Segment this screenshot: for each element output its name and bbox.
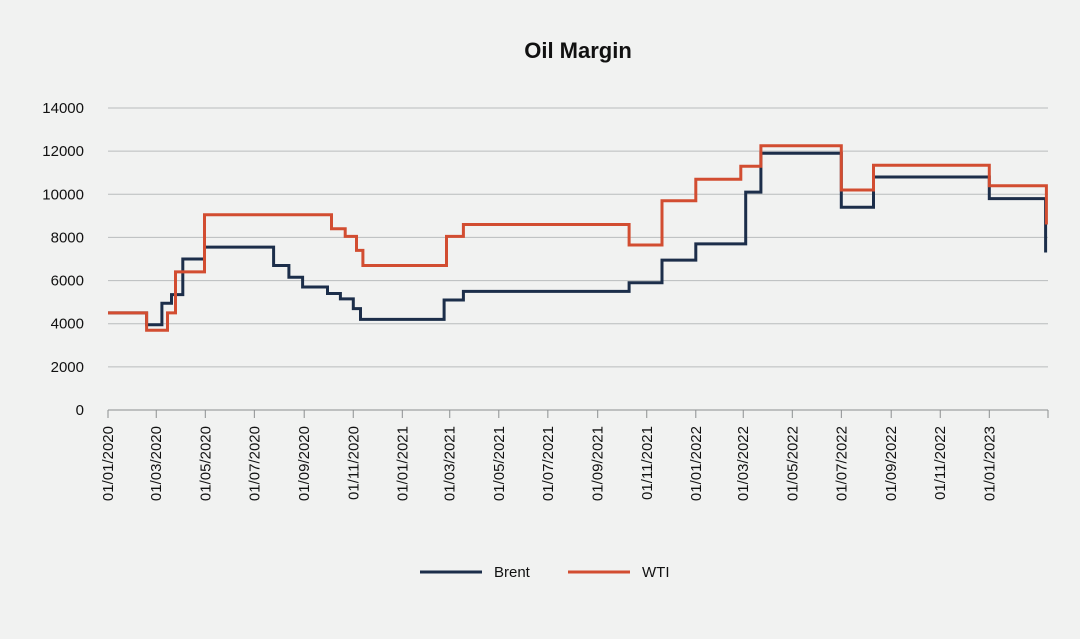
gridlines [108, 107, 1048, 411]
y-tick-label: 12000 [42, 143, 84, 160]
x-tick-label: 01/03/2022 [735, 426, 752, 501]
y-tick-label: 14000 [42, 100, 84, 117]
legend: Brent WTI [420, 564, 670, 581]
x-tick-label: 01/03/2020 [148, 426, 165, 501]
x-tick-label: 01/11/2022 [932, 426, 949, 500]
y-tick-label: 4000 [51, 316, 84, 333]
x-tick-label: 01/01/2023 [981, 426, 998, 501]
x-tick-label: 01/01/2022 [688, 426, 705, 501]
legend-label: Brent [494, 564, 531, 581]
x-tick-label: 01/11/2021 [639, 426, 656, 500]
x-tick-label: 01/09/2020 [296, 426, 313, 501]
x-tick-label: 01/09/2021 [590, 426, 607, 501]
x-tick-label: 01/11/2020 [345, 426, 362, 500]
y-tick-label: 2000 [51, 359, 84, 376]
series-lines [108, 144, 1048, 332]
series-line-wti [108, 144, 1048, 332]
y-tick-label: 10000 [42, 186, 84, 203]
series-line-brent [108, 151, 1048, 327]
x-tick-label: 01/07/2022 [833, 426, 850, 501]
y-tick-label: 8000 [51, 229, 84, 246]
x-tick-label: 01/07/2021 [540, 426, 557, 501]
x-tick-label: 01/01/2021 [394, 426, 411, 501]
x-tick-label: 01/07/2020 [246, 426, 263, 501]
x-tick-label: 01/03/2021 [442, 426, 459, 501]
chart-title: Oil Margin [524, 38, 632, 63]
x-tick-label: 01/05/2021 [491, 426, 508, 501]
x-tick-label: 01/09/2022 [883, 426, 900, 501]
legend-label: WTI [642, 564, 670, 581]
y-tick-label: 0 [76, 402, 84, 419]
y-tick-label: 6000 [51, 273, 84, 290]
x-tick-label: 01/05/2020 [197, 426, 214, 501]
x-tick-label: 01/05/2022 [784, 426, 801, 501]
x-axis-ticks: 01/01/2020 01/03/2020 01/05/2020 01/07/2020… [100, 410, 1049, 501]
x-tick-label: 01/01/2020 [100, 426, 117, 501]
y-axis-ticks: 0 2000 4000 6000 8000 10000 12000 14000 [42, 100, 84, 419]
